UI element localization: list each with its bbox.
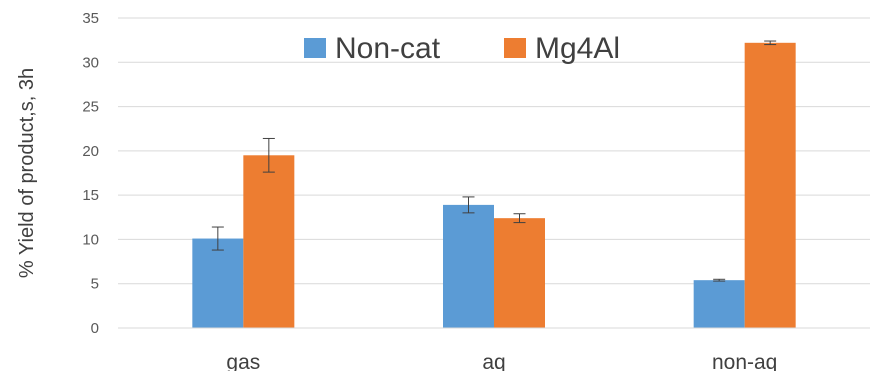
x-category-label: non-aq (712, 351, 777, 371)
y-tick-label: 20 (82, 143, 99, 160)
y-tick-label: 30 (82, 54, 99, 71)
bars (192, 42, 796, 329)
x-category-label: gas (226, 351, 260, 371)
y-tick-label: 25 (82, 99, 99, 116)
y-tick-label: 10 (82, 231, 99, 248)
bar-non-cat-aq (443, 204, 494, 328)
y-tick-label: 15 (82, 187, 99, 204)
bar-non-cat-gas (192, 238, 244, 328)
x-axis-categories: gas aq non-aq (226, 351, 777, 374)
bar-mg4al-aq (494, 218, 545, 328)
y-tick-label: 5 (91, 276, 99, 293)
x-category-label: aq (482, 351, 505, 371)
legend-swatch (304, 38, 326, 58)
legend-swatch (504, 38, 526, 58)
y-tick-label: 0 (91, 320, 99, 337)
legend-label: Mg4Al (535, 32, 620, 65)
legend-label: Non-cat (335, 32, 441, 65)
y-axis-ticks: 0 5 10 15 20 25 30 35 (82, 10, 99, 337)
bar-non-cat-non-aq (693, 280, 745, 328)
bar-mg4al-non-aq (744, 42, 796, 329)
y-axis-title: % Yield of product,s, 3h (16, 68, 38, 278)
bar-mg4al-gas (243, 155, 295, 328)
y-tick-label: 35 (82, 10, 99, 27)
error-bars (211, 40, 777, 282)
legend: Non-cat Mg4Al (304, 32, 620, 65)
